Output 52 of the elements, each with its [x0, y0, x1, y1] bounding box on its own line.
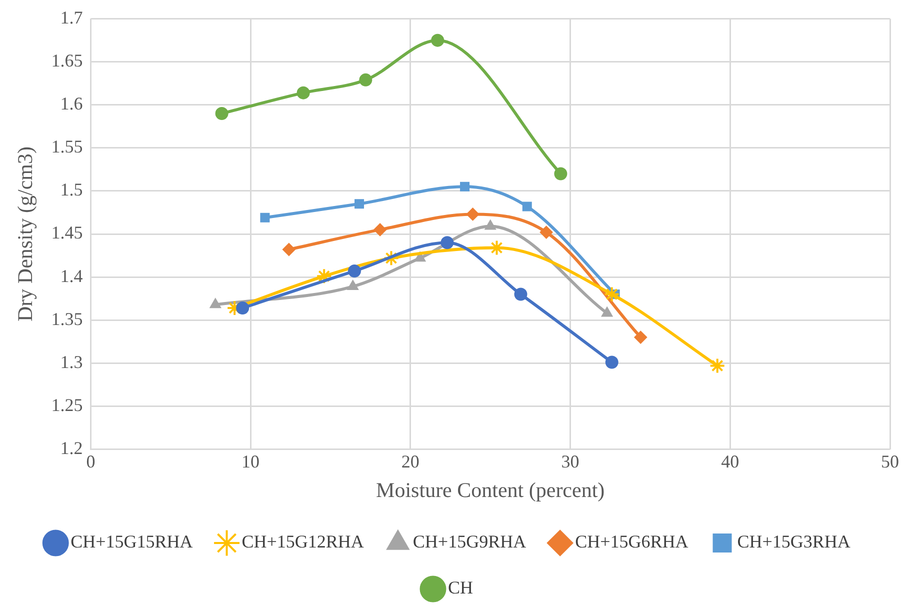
point [601, 306, 613, 317]
point [359, 73, 372, 86]
y-tick-label: 1.45 [51, 222, 83, 243]
y-tick-label: 1.6 [60, 94, 83, 114]
legend-label: CH+15G9RHA [412, 532, 526, 552]
legend-label: CH [448, 578, 474, 598]
x-axis-title: Moisture Content (percent) [376, 478, 605, 502]
y-axis-title: Dry Density (g/cm3) [13, 146, 38, 322]
point [554, 167, 568, 180]
y-tick-label: 1.35 [51, 308, 83, 329]
point [484, 220, 496, 230]
x-tick-label: 30 [561, 452, 580, 472]
point [709, 358, 726, 374]
x-tick-label: 10 [242, 452, 260, 472]
point [634, 330, 648, 344]
legend-label: CH+15G15RHA [70, 532, 193, 552]
legend-label: CH+15G12RHA [242, 532, 364, 552]
point [605, 356, 618, 369]
point [374, 223, 387, 236]
y-tick-label: 1.65 [51, 50, 83, 71]
point [236, 302, 250, 315]
y-tick-label: 1.5 [60, 180, 83, 200]
point [347, 280, 359, 290]
point [460, 182, 470, 192]
legend-label: CH+15G3RHA [737, 532, 850, 552]
point [260, 212, 270, 222]
point [215, 106, 228, 120]
point [296, 86, 310, 100]
point [540, 226, 553, 239]
x-tick-label: 50 [881, 452, 899, 472]
y-tick-label: 1.4 [60, 266, 83, 286]
y-tick-label: 1.3 [60, 352, 83, 372]
point [348, 264, 361, 278]
point [383, 250, 400, 266]
point [316, 268, 332, 284]
point [431, 34, 444, 47]
point [604, 286, 620, 302]
point [440, 236, 454, 250]
y-tick-label: 1.2 [60, 438, 83, 458]
point [282, 242, 296, 256]
y-tick-label: 1.7 [60, 8, 83, 28]
legend-label: CH+15G6RHA [575, 532, 688, 552]
x-tick-label: 40 [721, 452, 740, 472]
x-tick-label: 20 [401, 452, 420, 472]
point [354, 199, 364, 209]
y-tick-label: 1.25 [51, 394, 83, 415]
point [514, 288, 528, 301]
point [466, 208, 480, 221]
point [522, 202, 532, 212]
x-tick-label: 0 [86, 452, 96, 472]
point [210, 298, 222, 308]
y-tick-label: 1.55 [51, 136, 83, 157]
